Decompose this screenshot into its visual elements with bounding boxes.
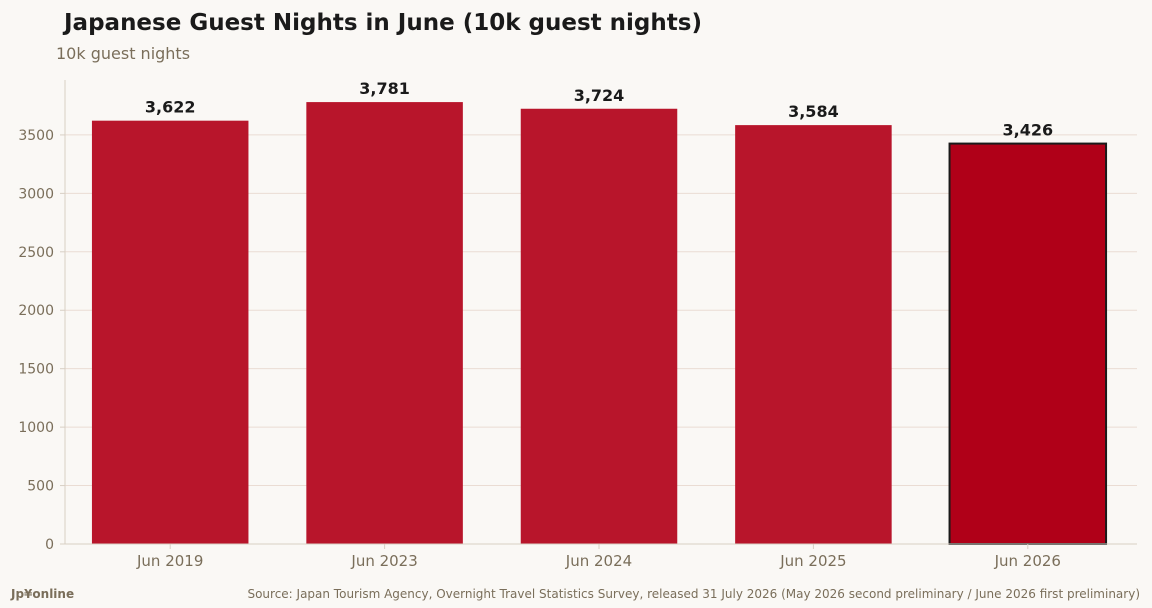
axes: 0 500 1000 1500 2000 2500 3000 3500	[18, 80, 1137, 553]
data-label: 3,781	[359, 79, 410, 98]
labels: Jun 2019 3,622 Jun 2023 3,781 Jun 2024 3,724 J…	[136, 79, 1061, 570]
y-tick-label: 3500	[18, 128, 54, 144]
y-tick-label: 3000	[18, 186, 54, 202]
bars	[91, 102, 1108, 545]
bar	[735, 125, 892, 545]
x-tick-label: Jun 2019	[136, 552, 203, 570]
data-label: 3,622	[145, 98, 196, 117]
bar	[520, 108, 678, 544]
y-tick-label: 1500	[18, 362, 54, 378]
data-label: 3,426	[1002, 121, 1053, 140]
x-tick-label: Jun 2025	[779, 552, 846, 570]
y-tick-label: 1000	[18, 420, 54, 436]
bar-highlight	[948, 142, 1108, 545]
y-tick-label: 2000	[18, 303, 54, 319]
data-label: 3,584	[788, 102, 839, 121]
y-tick-label: 0	[45, 537, 54, 553]
y-tick-label: 500	[27, 479, 54, 495]
brand-logo: Jp¥online	[11, 587, 75, 601]
bar	[91, 120, 249, 545]
y-tick-label: 2500	[18, 245, 54, 261]
x-tick-label: Jun 2024	[565, 552, 632, 570]
chart-subtitle: 10k guest nights	[56, 44, 191, 63]
x-tick-label: Jun 2026	[994, 552, 1061, 570]
chart-title: Japanese Guest Nights in June (10k guest…	[64, 10, 702, 36]
data-label: 3,724	[574, 86, 625, 105]
x-tick-label: Jun 2023	[350, 552, 417, 570]
source-note: Source: Japan Tourism Agency, Overnight …	[247, 587, 1140, 601]
bar	[306, 102, 463, 545]
